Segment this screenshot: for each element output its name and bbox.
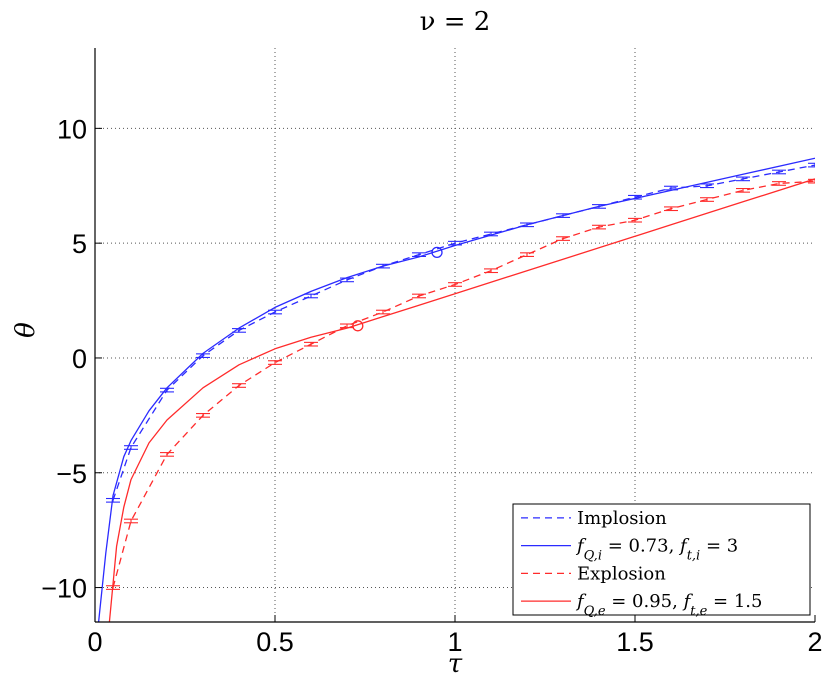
x-tick-label: 1.5 bbox=[616, 627, 654, 657]
x-tick-label: 1 bbox=[447, 627, 462, 657]
legend-label-2: Explosion bbox=[577, 563, 666, 584]
x-tick-label: 0.5 bbox=[256, 627, 294, 657]
series-layer bbox=[97, 157, 815, 622]
legend-label-part: = 1.5 bbox=[707, 591, 762, 612]
legend-label-part: = 0.95, bbox=[606, 591, 684, 612]
y-tick-label: −10 bbox=[41, 574, 87, 604]
y-axis-title: θ bbox=[11, 322, 41, 338]
x-axis-title: τ bbox=[448, 649, 463, 679]
y-tick-label: 5 bbox=[72, 229, 87, 259]
series-line-3 bbox=[108, 178, 815, 622]
tick-labels: 0 0.5 1 1.5 2 −10 −5 0 5 10 bbox=[41, 114, 822, 657]
chart-title: ν = 2 bbox=[420, 7, 491, 37]
axes bbox=[94, 48, 816, 623]
legend-label-3: fQ,e = 0.95, ft,e = 1.5 bbox=[575, 591, 762, 619]
legend-box bbox=[512, 503, 811, 616]
circle-marker bbox=[352, 320, 364, 332]
legend-label-part: t,e bbox=[690, 604, 707, 619]
legend-label-part: = 3 bbox=[700, 536, 738, 557]
x-tick-label: 2 bbox=[807, 627, 822, 657]
legend-label-part: = 0.73, bbox=[602, 536, 680, 557]
x-tick-label: 0 bbox=[87, 627, 102, 657]
y-tick-label: 10 bbox=[57, 114, 87, 144]
circle-marker bbox=[431, 246, 443, 258]
legend-label-part: t,i bbox=[687, 548, 701, 563]
legend-label-part: Q,e bbox=[584, 604, 606, 619]
y-tick-label: 0 bbox=[72, 344, 87, 374]
plot-area bbox=[97, 157, 815, 622]
y-tick-label: −5 bbox=[56, 459, 87, 489]
series-line-1 bbox=[97, 157, 815, 622]
legend-label-0: Implosion bbox=[577, 508, 667, 529]
legend-label-part: Q,i bbox=[584, 548, 602, 563]
